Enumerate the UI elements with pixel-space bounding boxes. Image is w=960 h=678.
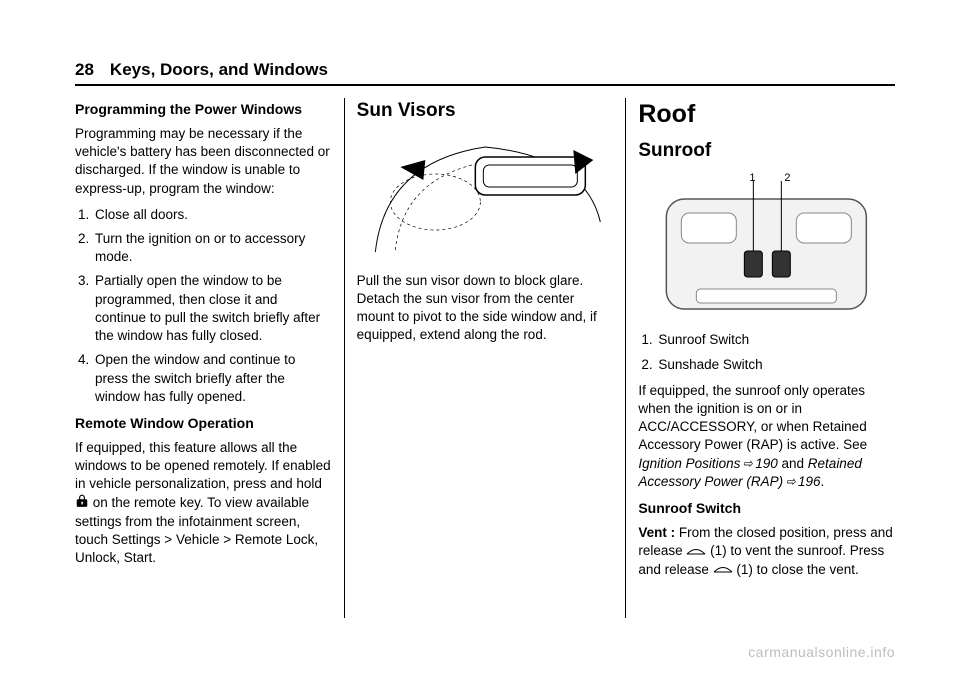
para-remote-b: on the remote key. To view available set…: [75, 495, 318, 565]
sun-op-a: If equipped, the sunroof only operates w…: [638, 383, 867, 453]
page-number: 28: [75, 60, 94, 80]
chapter-title: Keys, Doors, and Windows: [110, 60, 328, 80]
heading-roof: Roof: [638, 98, 895, 132]
heading-sunroof-switch: Sunroof Switch: [638, 499, 895, 518]
column-3: Roof Sunroof 1 2 Sunroof Switch: [625, 98, 895, 618]
step-2: Turn the ignition on or to accessory mod…: [93, 230, 332, 266]
unlock-icon: [75, 494, 89, 513]
programming-steps: Close all doors. Turn the ignition on or…: [93, 206, 332, 406]
para-remote: If equipped, this feature allows all the…: [75, 439, 332, 568]
para-sunroof-operate: If equipped, the sunroof only operates w…: [638, 382, 895, 491]
legend-2: Sunshade Switch: [656, 356, 895, 374]
vent-label: Vent :: [638, 525, 679, 540]
svg-text:1: 1: [750, 172, 756, 184]
page-header: 28 Keys, Doors, and Windows: [75, 60, 895, 86]
sun-op-c: and: [778, 456, 808, 471]
figure-sunroof-console: 1 2: [638, 171, 895, 321]
step-4: Open the window and continue to press th…: [93, 351, 332, 406]
svg-text:2: 2: [785, 172, 791, 184]
para-programming-intro: Programming may be necessary if the vehi…: [75, 125, 332, 198]
sun-op-e: .: [821, 474, 825, 489]
manual-page: 28 Keys, Doors, and Windows Programming …: [0, 0, 960, 678]
para-remote-a: If equipped, this feature allows all the…: [75, 440, 331, 491]
sunroof-legend: Sunroof Switch Sunshade Switch: [656, 331, 895, 373]
watermark: carmanualsonline.info: [748, 644, 895, 660]
figure-sun-visor: [357, 132, 614, 262]
link-arrow-icon: ⇨: [743, 455, 753, 473]
legend-1: Sunroof Switch: [656, 331, 895, 349]
ref-ignition: Ignition Positions ⇨ 190: [638, 456, 777, 471]
step-1: Close all doors.: [93, 206, 332, 224]
column-2: Sun Visors Pull the sun visor down to bl…: [344, 98, 626, 618]
column-1: Programming the Power Windows Programmin…: [75, 98, 344, 618]
para-vent: Vent : From the closed position, press a…: [638, 524, 895, 579]
heading-programming: Programming the Power Windows: [75, 100, 332, 119]
step-3: Partially open the window to be programm…: [93, 272, 332, 345]
heading-remote: Remote Window Operation: [75, 414, 332, 433]
sunroof-glyph-icon: [686, 543, 706, 561]
vent-c: (1) to close the vent.: [736, 562, 858, 577]
heading-sunroof: Sunroof: [638, 138, 895, 164]
heading-sun-visors: Sun Visors: [357, 98, 614, 124]
para-sun-visor: Pull the sun visor down to block glare. …: [357, 272, 614, 345]
content-columns: Programming the Power Windows Programmin…: [75, 98, 895, 618]
sunroof-glyph-icon: [713, 561, 733, 579]
link-arrow-icon: ⇨: [786, 473, 796, 491]
